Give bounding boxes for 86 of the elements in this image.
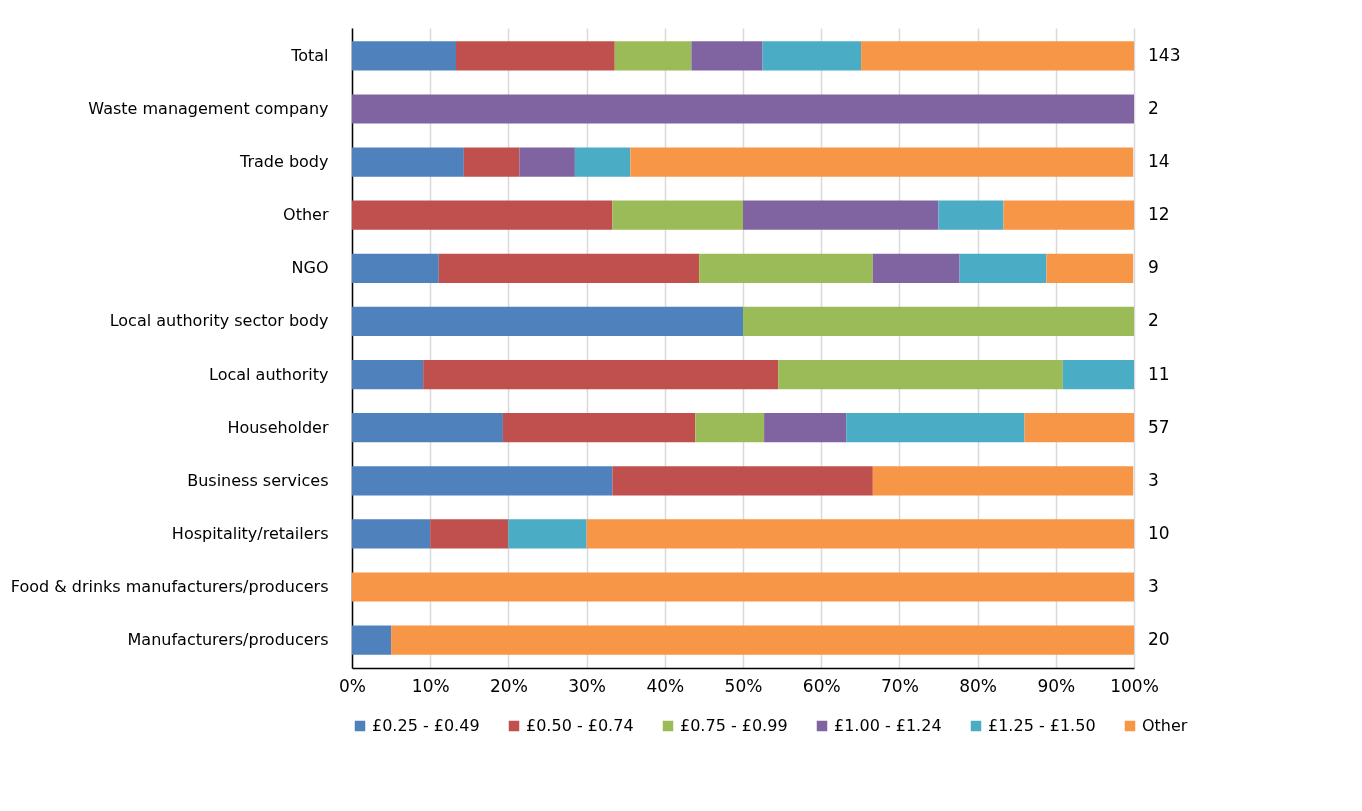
y-tick-label: Waste management company bbox=[88, 99, 329, 118]
bar bbox=[630, 147, 1134, 177]
bar bbox=[861, 41, 1134, 71]
y-tick-label: Local authority sector body bbox=[109, 311, 329, 331]
text: 2 bbox=[1148, 98, 1159, 118]
bar bbox=[352, 625, 392, 655]
x-tick-label: 0% bbox=[339, 675, 366, 696]
y-tick-label: Manufacturers/producers bbox=[127, 630, 329, 650]
bar bbox=[352, 253, 439, 283]
bar bbox=[438, 253, 700, 283]
text: 10 bbox=[1148, 522, 1170, 543]
bar bbox=[574, 147, 631, 177]
x-tick-label: 60% bbox=[802, 675, 841, 696]
y-tick-label: Food & drinks manufacturers/producers bbox=[10, 577, 329, 596]
bar bbox=[352, 41, 457, 71]
y-tick-label: Business services bbox=[187, 470, 329, 490]
bar bbox=[352, 306, 743, 337]
y-tick-label: Hospitality/retailers bbox=[171, 523, 329, 543]
text: 143 bbox=[1148, 44, 1181, 65]
bar bbox=[938, 200, 1004, 230]
bar bbox=[1062, 359, 1134, 390]
x-tick-label: 70% bbox=[881, 675, 919, 696]
bar bbox=[762, 41, 862, 71]
x-tick-label: 80% bbox=[959, 675, 997, 696]
y-tick-label: NGO bbox=[291, 258, 329, 278]
legend-label: £1.00 - £1.24 bbox=[834, 716, 942, 735]
bar bbox=[352, 572, 1134, 602]
bar bbox=[764, 413, 847, 443]
legend-label: Other bbox=[1142, 716, 1188, 735]
legend-label: £0.25 - £0.49 bbox=[372, 716, 480, 735]
bar bbox=[508, 519, 587, 549]
bar bbox=[586, 519, 1134, 549]
bar bbox=[352, 466, 613, 496]
text: 2 bbox=[1148, 310, 1159, 331]
text: 57 bbox=[1148, 416, 1170, 437]
bar bbox=[502, 413, 696, 443]
bar bbox=[352, 147, 464, 177]
bar bbox=[872, 253, 960, 283]
bar bbox=[699, 253, 873, 283]
bar bbox=[430, 519, 509, 549]
text: 20 bbox=[1148, 629, 1170, 650]
bar bbox=[352, 519, 431, 549]
x-tick-label: 10% bbox=[411, 675, 450, 696]
bar bbox=[743, 200, 939, 230]
bar bbox=[691, 41, 763, 71]
x-tick-label: 20% bbox=[490, 675, 528, 696]
bar bbox=[778, 359, 1063, 390]
y-tick-label: Local authority bbox=[209, 364, 329, 384]
bar bbox=[352, 359, 424, 390]
text: 9 bbox=[1148, 257, 1159, 278]
x-tick-label: 30% bbox=[568, 675, 606, 696]
legend-label: £0.50 - £0.74 bbox=[526, 716, 634, 735]
bar bbox=[959, 253, 1047, 283]
legend-label: £1.25 - £1.50 bbox=[988, 716, 1096, 735]
x-tick-label: 50% bbox=[724, 675, 763, 696]
x-tick-label: 100% bbox=[1110, 675, 1159, 696]
y-tick-label: Other bbox=[283, 205, 329, 225]
bar bbox=[1024, 413, 1134, 443]
x-tick-label: 90% bbox=[1037, 675, 1076, 696]
y-tick-label: Householder bbox=[227, 417, 329, 437]
bar bbox=[1046, 253, 1134, 283]
y-tick-label: Trade body bbox=[239, 152, 329, 172]
bar bbox=[1003, 200, 1134, 230]
text: 14 bbox=[1148, 151, 1170, 172]
bar bbox=[612, 200, 743, 230]
bar bbox=[391, 625, 1134, 655]
bar bbox=[872, 466, 1134, 496]
text: 11 bbox=[1148, 363, 1170, 384]
text: 3 bbox=[1148, 469, 1159, 490]
x-tick-label: 40% bbox=[646, 675, 685, 696]
bar bbox=[456, 41, 615, 71]
bar bbox=[352, 94, 1134, 124]
bar bbox=[352, 200, 613, 230]
bar bbox=[743, 306, 1134, 337]
bar bbox=[695, 413, 765, 443]
bar bbox=[614, 41, 692, 71]
bar bbox=[423, 359, 779, 390]
bar bbox=[846, 413, 1025, 443]
text: 12 bbox=[1148, 204, 1170, 225]
legend-label: £0.75 - £0.99 bbox=[680, 716, 788, 735]
bar bbox=[519, 147, 575, 177]
text: 3 bbox=[1148, 576, 1159, 596]
bar bbox=[612, 466, 873, 496]
y-tick-label: Total bbox=[290, 45, 329, 65]
bar bbox=[463, 147, 520, 177]
bar bbox=[352, 413, 503, 443]
